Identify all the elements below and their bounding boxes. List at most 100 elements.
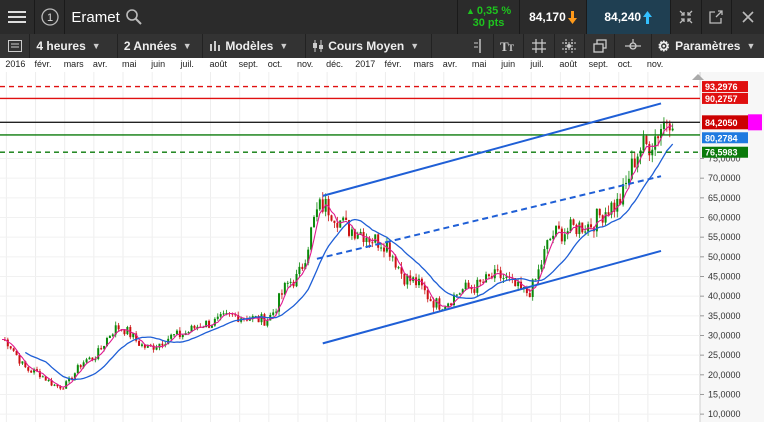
date-tick-label: sept. <box>588 59 609 69</box>
candle-body <box>9 346 12 349</box>
price-tick-label: 40,0000 <box>708 291 741 301</box>
open-external-button[interactable] <box>702 0 733 34</box>
pin-icon <box>624 39 641 50</box>
candle-body <box>111 334 114 336</box>
date-tick-label: mai <box>471 59 487 69</box>
date-tick-label: sept. <box>238 59 259 69</box>
candle-body <box>639 150 642 157</box>
arrow-up-icon <box>643 10 653 24</box>
ask-price[interactable]: 84,240 <box>586 0 671 34</box>
candle-body <box>505 276 508 279</box>
candle-body <box>33 369 36 373</box>
candle-body <box>572 219 575 225</box>
candle-body <box>97 348 100 359</box>
date-tick-label: août <box>209 59 228 69</box>
windows-tool[interactable] <box>585 34 616 58</box>
candle-body <box>68 377 71 382</box>
candle-body <box>668 123 671 131</box>
price-tick-label: 35,0000 <box>708 311 741 321</box>
menu-icon <box>7 11 26 23</box>
candle-body <box>417 278 420 286</box>
candle-body <box>275 311 278 313</box>
candle-body <box>578 222 581 235</box>
candle-body <box>613 202 616 212</box>
panel-toggle-button[interactable] <box>0 34 31 58</box>
candle-body <box>353 229 356 239</box>
crosshair-tool[interactable] <box>555 34 585 58</box>
compress-button[interactable] <box>671 0 702 34</box>
chart-toolbar: 4 heures ▼ 2 Années ▼ Modèles ▼ Cours Moyen… <box>0 34 764 58</box>
price-tick-label: 55,0000 <box>708 232 741 242</box>
candle-body <box>356 234 359 239</box>
candle-body <box>85 359 88 363</box>
date-tick-label: juin <box>151 59 166 69</box>
candle-body <box>342 217 345 221</box>
candle-body <box>248 319 251 321</box>
candle-body <box>415 277 418 286</box>
search-icon[interactable] <box>125 9 142 25</box>
date-tick-label: févr. <box>34 59 52 69</box>
candle-body <box>266 320 269 326</box>
candle-body <box>225 313 228 315</box>
candle-body <box>295 273 298 287</box>
price-chart[interactable]: 10,0000 15,0000 20,0000 25,0000 30,0000 35,00… <box>0 72 764 422</box>
period-select[interactable]: 2 Années ▼ <box>118 34 204 58</box>
price-label-text: 90,2757 <box>705 94 738 104</box>
period-value: 2 Années <box>123 39 177 53</box>
candle-body <box>560 228 563 242</box>
candle-body <box>622 184 625 205</box>
price-tick-label: 75,0000 <box>708 154 741 164</box>
candle-body <box>161 343 164 346</box>
instrument-title[interactable]: Eramet <box>65 0 458 34</box>
candle-body <box>636 156 639 168</box>
models-select[interactable]: Modèles ▼ <box>203 34 307 58</box>
candle-body <box>15 350 18 356</box>
candle-body <box>123 329 126 335</box>
candle-body <box>627 178 630 183</box>
candle-body <box>657 136 660 139</box>
candle-body <box>56 384 59 387</box>
settings-button[interactable]: ⚙ Paramètres ▼ <box>652 34 764 58</box>
date-tick-label: juil. <box>180 59 194 69</box>
candle-body <box>406 275 409 285</box>
candle-body <box>345 217 348 221</box>
candle-body <box>633 158 636 168</box>
candle-body <box>426 290 429 300</box>
candle-body <box>187 332 190 334</box>
models-label: Modèles <box>225 39 274 53</box>
candle-body <box>487 274 490 277</box>
candle-body <box>534 279 537 281</box>
vertical-line-tool[interactable] <box>463 34 494 58</box>
pin-tool[interactable] <box>615 34 652 58</box>
candle-body <box>557 225 560 229</box>
grid-tool[interactable] <box>524 34 555 58</box>
candle-body <box>18 355 21 364</box>
timeframe-select[interactable]: 4 heures ▼ <box>30 34 118 58</box>
windows-icon <box>592 39 607 53</box>
info-button[interactable]: 1 <box>35 0 66 34</box>
candle-body <box>91 357 94 361</box>
candle-body <box>27 367 30 371</box>
candle-body <box>525 287 528 294</box>
price-mode-select[interactable]: Cours Moyen ▼ <box>306 34 433 58</box>
candle-body <box>549 238 552 241</box>
candle-body <box>158 343 161 348</box>
candle-body <box>403 273 406 285</box>
compress-icon <box>679 10 693 24</box>
candle-body <box>452 294 455 306</box>
close-button[interactable] <box>732 0 764 34</box>
candle-body <box>108 335 111 339</box>
candle-body <box>610 202 613 215</box>
candle-body <box>94 358 97 361</box>
candle-body <box>563 234 566 242</box>
candle-body <box>502 278 505 280</box>
menu-button[interactable] <box>0 0 35 34</box>
bid-price[interactable]: 84,170 <box>520 0 587 34</box>
candle-body <box>146 344 149 348</box>
timeframe-value: 4 heures <box>36 39 86 53</box>
chevron-down-icon: ▼ <box>746 41 756 51</box>
grid-icon <box>531 39 546 53</box>
candle-body <box>330 215 333 221</box>
candle-body <box>619 198 622 205</box>
